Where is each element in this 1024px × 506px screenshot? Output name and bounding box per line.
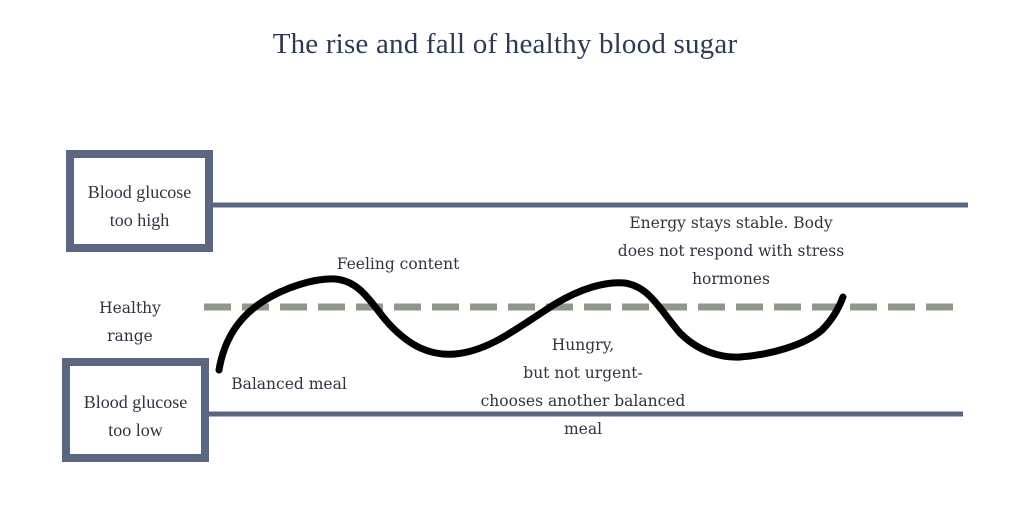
too-high-label: Blood glucose too high (87, 182, 192, 230)
glucose-curve (215, 275, 847, 374)
healthy-range-label: Healthy range (99, 299, 161, 345)
hungry-label: Hungry, but not urgent- chooses another … (480, 336, 686, 438)
too-low-box: Blood glucose too low (62, 358, 209, 462)
feeling-content-label: Feeling content (336, 255, 460, 273)
energy-stable-label: Energy stays stable. Body does not respo… (617, 214, 845, 288)
diagram-title: The rise and fall of healthy blood sugar (272, 28, 738, 60)
too-high-box: Blood glucose too high (66, 150, 213, 252)
balanced-meal-label: Balanced meal (231, 375, 347, 393)
too-low-label: Blood glucose too low (83, 392, 188, 440)
